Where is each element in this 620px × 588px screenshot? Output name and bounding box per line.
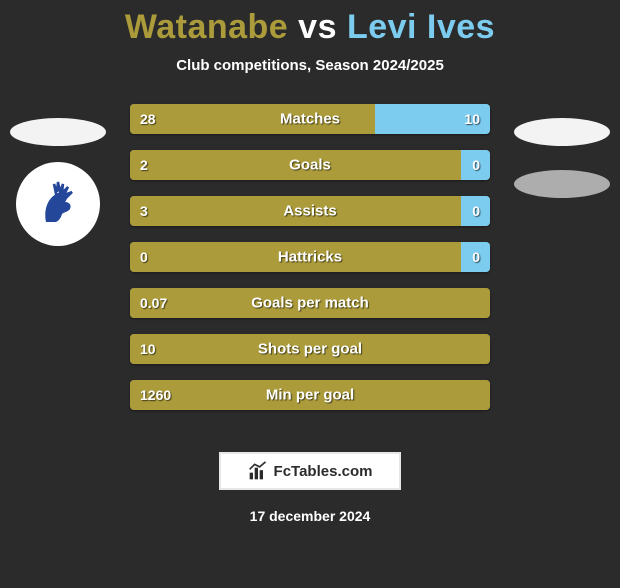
stat-bar-row: 0 Hattricks 0: [130, 242, 490, 272]
stat-value-right: 0: [472, 249, 480, 265]
stat-label: Matches: [280, 111, 340, 128]
stat-bar-row: 3 Assists 0: [130, 196, 490, 226]
stat-bar-row: 1260 Min per goal: [130, 380, 490, 410]
stat-bar-row: 2 Goals 0: [130, 150, 490, 180]
stat-bar-row: 28 Matches 10: [130, 104, 490, 134]
brand-text: FcTables.com: [274, 463, 373, 480]
stat-value-left: 0: [140, 249, 148, 265]
comparison-area: 28 Matches 10 2 Goals 0 3 Assists 0 0 Hattricks 0 0.…: [0, 104, 620, 434]
page-title: Watanabe vs Levi Ives: [0, 8, 620, 47]
placeholder-ellipse: [514, 170, 610, 198]
stat-value-left: 1260: [140, 387, 171, 403]
native-head-icon: [26, 172, 90, 236]
date-text: 17 december 2024: [0, 508, 620, 524]
stat-value-right: 0: [472, 157, 480, 173]
bar-fill-left: [130, 150, 400, 180]
stat-bar-row: 10 Shots per goal: [130, 334, 490, 364]
stat-value-left: 2: [140, 157, 148, 173]
stat-label: Goals per match: [251, 295, 369, 312]
stat-value-left: 0.07: [140, 295, 167, 311]
bar-fill-left: [130, 196, 400, 226]
right-club-column: [512, 104, 612, 198]
brand-badge[interactable]: FcTables.com: [219, 452, 401, 490]
left-club-logo: [16, 162, 100, 246]
placeholder-ellipse: [10, 118, 106, 146]
title-player-right: Levi Ives: [347, 8, 495, 46]
stat-bar-row: 0.07 Goals per match: [130, 288, 490, 318]
left-club-column: [8, 104, 108, 246]
stat-bar-list: 28 Matches 10 2 Goals 0 3 Assists 0 0 Hattricks 0 0.…: [130, 104, 490, 426]
stat-value-right: 0: [472, 203, 480, 219]
stat-value-left: 10: [140, 341, 156, 357]
stat-label: Hattricks: [278, 249, 342, 266]
stat-value-left: 3: [140, 203, 148, 219]
placeholder-ellipse: [514, 118, 610, 146]
stat-label: Goals: [289, 157, 331, 174]
title-player-left: Watanabe: [125, 8, 288, 46]
title-vs: vs: [288, 8, 347, 46]
stat-value-left: 28: [140, 111, 156, 127]
stat-label: Assists: [283, 203, 336, 220]
stat-label: Min per goal: [266, 387, 354, 404]
bar-chart-icon: [248, 461, 268, 481]
stat-value-right: 10: [464, 111, 480, 127]
stat-label: Shots per goal: [258, 341, 362, 358]
subtitle: Club competitions, Season 2024/2025: [0, 57, 620, 74]
